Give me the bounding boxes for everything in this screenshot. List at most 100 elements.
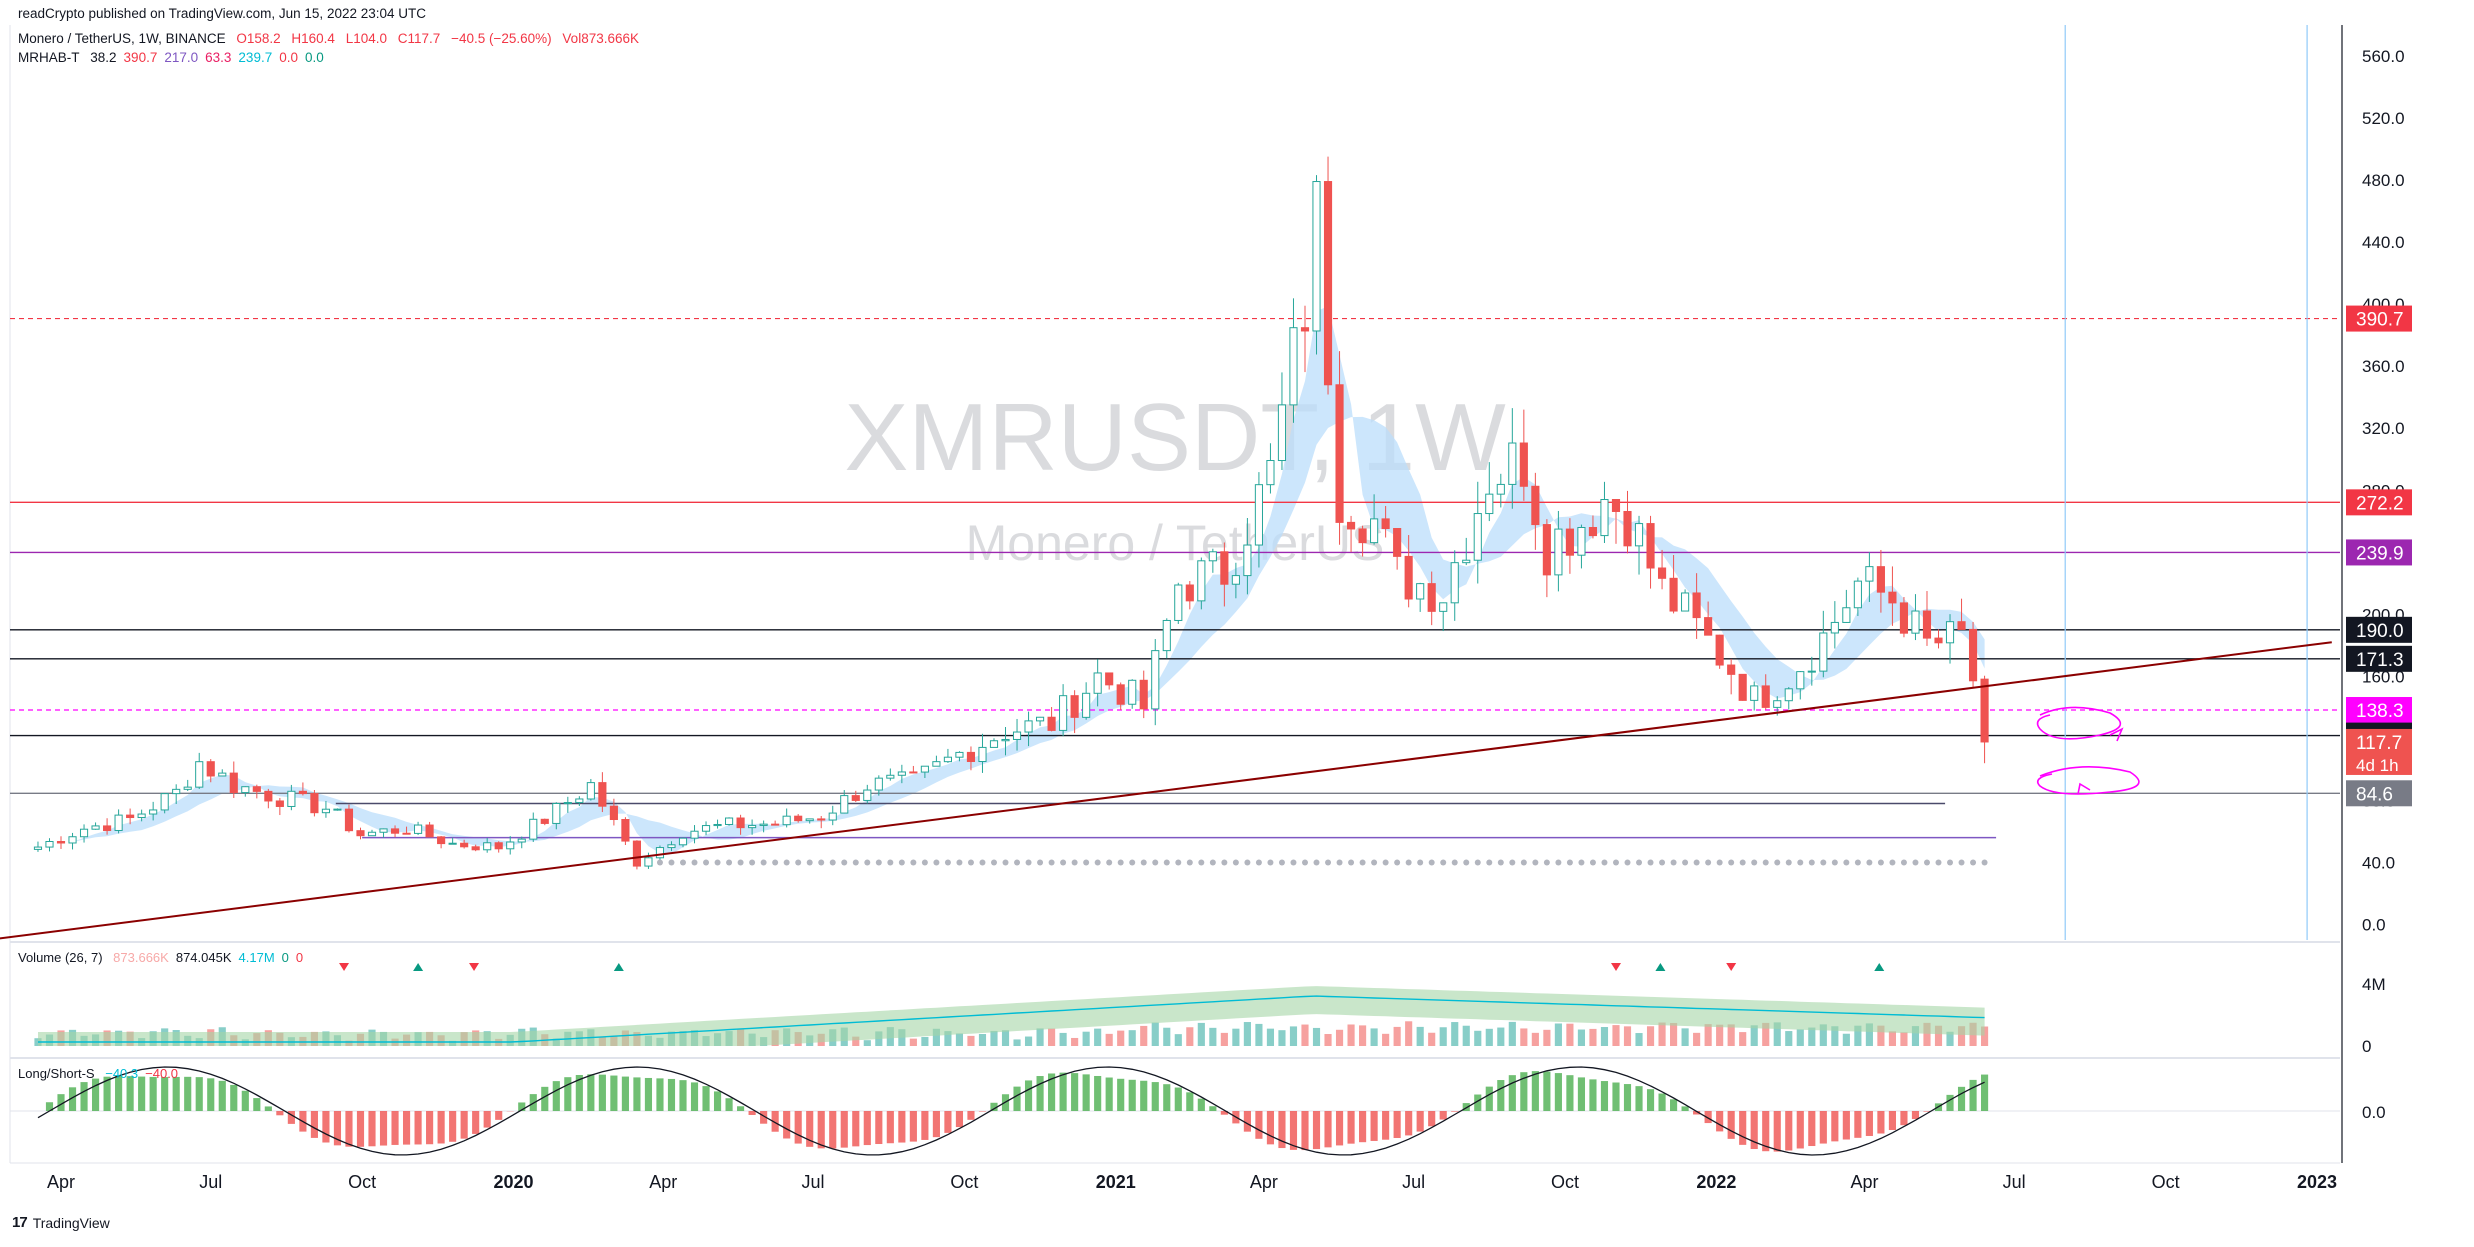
indicator-value-6: 0.0 xyxy=(305,50,324,65)
time-label-2: Oct xyxy=(348,1172,376,1192)
candle-body xyxy=(1682,593,1689,611)
volume-bar xyxy=(1566,1024,1573,1046)
candle-body xyxy=(1889,592,1896,603)
ls-bar xyxy=(150,1077,157,1111)
ls-bar xyxy=(1566,1075,1573,1111)
ls-bar xyxy=(622,1077,629,1111)
candle-body xyxy=(334,809,341,810)
candle-body xyxy=(1129,680,1136,704)
volume-value-4: 0 xyxy=(296,950,303,965)
time-label-14: Oct xyxy=(2152,1172,2180,1192)
candle-body xyxy=(1578,528,1585,556)
volume-tick-1: 0 xyxy=(2362,1037,2371,1056)
ls-bar xyxy=(426,1111,433,1144)
support-dot xyxy=(1187,859,1193,865)
candle-body xyxy=(1267,461,1274,485)
ls-bar xyxy=(956,1111,963,1127)
candle-body xyxy=(1843,608,1850,623)
ls-bar xyxy=(1739,1111,1746,1145)
ls-bar xyxy=(1267,1111,1274,1144)
support-dot xyxy=(1912,859,1918,865)
candle-body xyxy=(887,775,894,778)
volume-bar xyxy=(1555,1023,1562,1046)
ls-bar xyxy=(898,1111,905,1143)
candle-body xyxy=(564,803,571,804)
volume-bar xyxy=(1808,1028,1815,1046)
time-label-5: Jul xyxy=(801,1172,824,1192)
volume-bar xyxy=(1693,1033,1700,1046)
time-label-10: Oct xyxy=(1551,1172,1579,1192)
ls-bar xyxy=(438,1111,445,1143)
symbol-legend[interactable]: Monero / TetherUS, 1W, BINANCE O158.2 H1… xyxy=(18,31,646,46)
candle-body xyxy=(57,841,64,842)
ls-bar xyxy=(1647,1089,1654,1111)
support-dot xyxy=(1095,859,1101,865)
candle-body xyxy=(69,837,76,843)
volume-bar xyxy=(1900,1032,1907,1046)
support-dot xyxy=(1429,859,1435,865)
candle-body xyxy=(702,826,709,832)
support-dot xyxy=(864,859,870,865)
ls-bar xyxy=(1808,1111,1815,1146)
candle-body xyxy=(806,819,813,821)
candle-body xyxy=(150,810,157,814)
candle-body xyxy=(783,816,790,824)
support-dot xyxy=(1129,859,1135,865)
support-dot xyxy=(1475,859,1481,865)
ls-bar xyxy=(933,1111,940,1137)
volume-bar xyxy=(1301,1025,1308,1046)
candle-body xyxy=(726,818,733,824)
ls-bar xyxy=(184,1077,191,1111)
candle-body xyxy=(1163,620,1170,650)
ls-legend[interactable]: Long/Short-S −40.3−40.0 xyxy=(18,1066,192,1081)
volume-bar xyxy=(1002,1030,1009,1046)
volume-bar xyxy=(1394,1027,1401,1046)
ls-bar xyxy=(219,1081,226,1111)
support-dot xyxy=(1959,859,1965,865)
candle-body xyxy=(633,841,640,866)
support-dot xyxy=(991,859,997,865)
ls-bar xyxy=(1555,1073,1562,1111)
ls-bar xyxy=(967,1111,974,1120)
ls-bar xyxy=(207,1078,214,1111)
candle-body xyxy=(1371,519,1378,543)
ls-bar xyxy=(1635,1086,1642,1111)
ls-bar xyxy=(1106,1078,1113,1111)
support-dot xyxy=(1406,859,1412,865)
candle-body xyxy=(749,825,756,827)
support-dot xyxy=(1371,859,1377,865)
volume-bar xyxy=(1520,1028,1527,1046)
ls-bar xyxy=(1428,1111,1435,1126)
support-dot xyxy=(1106,859,1112,865)
candle-body xyxy=(1958,622,1965,630)
ls-bar xyxy=(1152,1082,1159,1111)
support-dot xyxy=(1486,859,1492,865)
candle-body xyxy=(1106,673,1113,685)
candle-body xyxy=(265,791,272,801)
ohlc-volume: Vol873.666K xyxy=(562,31,639,46)
support-dot xyxy=(1348,859,1354,865)
candle-body xyxy=(1198,561,1205,601)
ls-bar xyxy=(1025,1080,1032,1111)
candle-body xyxy=(1186,585,1193,601)
support-dot xyxy=(1037,859,1043,865)
ls-bar xyxy=(403,1111,410,1145)
volume-bar xyxy=(1083,1032,1090,1046)
price-tick-5: 360.0 xyxy=(2362,357,2405,376)
support-dot xyxy=(1417,859,1423,865)
support-dot xyxy=(1083,859,1089,865)
ls-bar xyxy=(541,1087,548,1111)
indicator-value-3: 63.3 xyxy=(205,50,231,65)
volume-bar xyxy=(956,1033,963,1046)
ls-bar xyxy=(1854,1111,1861,1138)
ls-bar xyxy=(910,1111,917,1142)
candle-body xyxy=(979,747,986,761)
support-dot xyxy=(1452,859,1458,865)
ls-bar xyxy=(852,1111,859,1146)
ls-bar xyxy=(1728,1111,1735,1139)
